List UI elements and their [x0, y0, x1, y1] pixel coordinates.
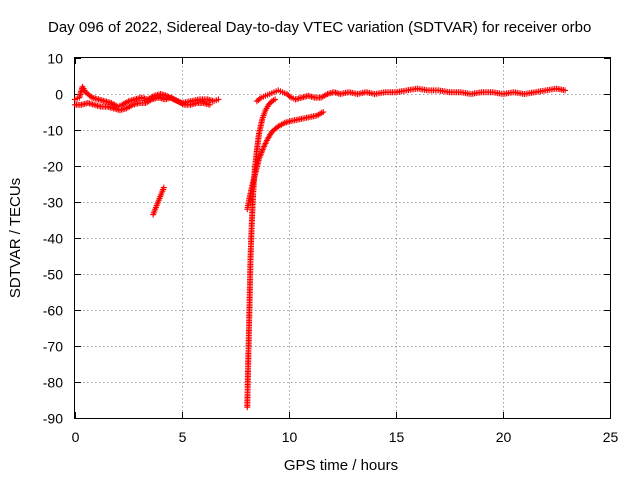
- y-tick-label: -10: [43, 123, 63, 139]
- x-tick-label: 10: [282, 429, 298, 445]
- x-tick-label: 25: [603, 429, 619, 445]
- data-point: [562, 87, 569, 94]
- x-tick-label: 15: [389, 429, 405, 445]
- grid-lines: [75, 58, 610, 418]
- data-points: [72, 83, 569, 411]
- plot-frame: [74, 57, 611, 419]
- y-tick-label: -40: [43, 231, 63, 247]
- y-tick-label: -20: [43, 159, 63, 175]
- data-point: [320, 109, 327, 115]
- x-axis-label: GPS time / hours: [284, 457, 398, 474]
- data-point: [286, 93, 293, 100]
- data-point: [256, 95, 263, 102]
- y-tick-label: -80: [43, 375, 63, 391]
- y-tick-label: -60: [43, 303, 63, 319]
- axis-ticks: 0 5 10 15 20 25 10 0 -10 -20 -30 -40 -50 -60 -70 -80 -90: [43, 51, 619, 446]
- data-point: [272, 96, 279, 103]
- y-tick-label: 0: [55, 87, 63, 103]
- x-tick-label: 5: [179, 429, 187, 445]
- y-tick-label: -50: [43, 267, 63, 283]
- y-tick-label: -90: [43, 411, 63, 427]
- data-point: [215, 96, 222, 103]
- y-tick-label: 10: [47, 51, 63, 67]
- data-point: [206, 101, 213, 108]
- y-axis-label: SDTVAR / TECUs: [7, 178, 24, 298]
- x-tick-label: 0: [72, 429, 80, 445]
- y-tick-label: -30: [43, 195, 63, 211]
- y-tick-label: -70: [43, 339, 63, 355]
- x-tick-label: 20: [496, 429, 512, 445]
- data-point: [160, 184, 167, 191]
- chart-title: Day 096 of 2022, Sidereal Day-to-day VTE…: [48, 19, 591, 36]
